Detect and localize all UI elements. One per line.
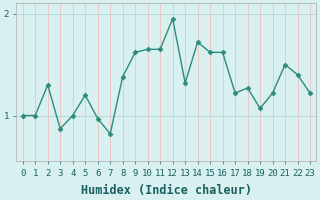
X-axis label: Humidex (Indice chaleur): Humidex (Indice chaleur) bbox=[81, 184, 252, 197]
